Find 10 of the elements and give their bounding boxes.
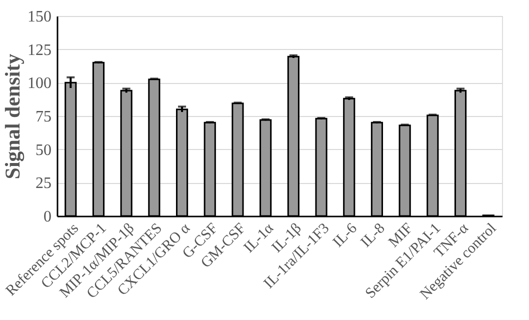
x-tick-label: IL-8 xyxy=(358,220,388,251)
y-axis-title: Signal density xyxy=(0,53,24,180)
y-tick-label: 50 xyxy=(36,142,52,159)
y-tick-label: 100 xyxy=(28,75,52,92)
y-tick-label: 125 xyxy=(28,42,52,59)
y-tick-label: 75 xyxy=(36,108,52,126)
y-tick-label: 25 xyxy=(36,175,52,192)
x-tick-label: IL-6 xyxy=(330,220,361,251)
y-tick-label: 150 xyxy=(28,8,52,26)
y-tick-label: 0 xyxy=(44,208,52,226)
